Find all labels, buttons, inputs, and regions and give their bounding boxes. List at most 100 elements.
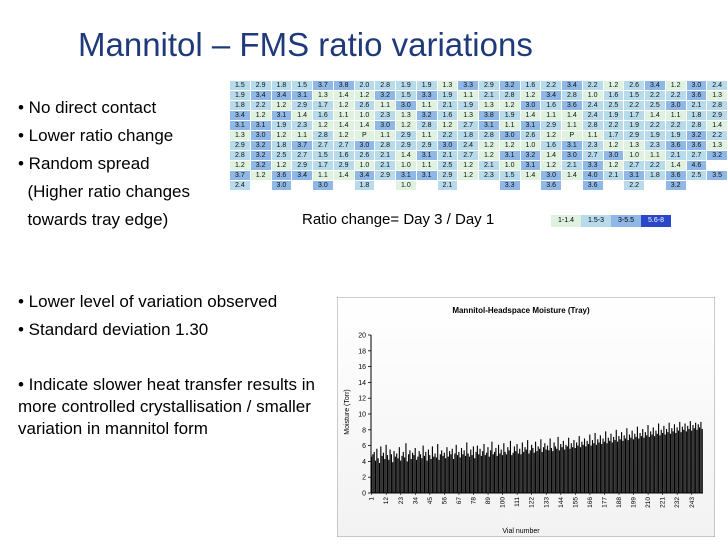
moisture-bar [521, 442, 523, 493]
ratio-cell: 1.4 [291, 110, 313, 121]
moisture-bar [672, 431, 674, 493]
moisture-bar [512, 452, 514, 493]
y-tick-label: 4 [362, 459, 366, 466]
moisture-bar [668, 422, 670, 493]
ratio-cell: 1.3 [229, 130, 251, 141]
moisture-bar [438, 459, 440, 493]
ratio-cell: 2.1 [436, 100, 459, 111]
ratio-cell: 2.1 [478, 160, 500, 171]
moisture-bar [410, 459, 412, 493]
ratio-cell: 3.2 [519, 150, 542, 161]
moisture-bar [572, 447, 574, 493]
ratio-cell: 3.4 [270, 90, 293, 101]
x-tick-label: 89 [485, 497, 492, 505]
moisture-bar [538, 448, 541, 493]
ratio-cell: 1.4 [519, 170, 542, 181]
moisture-bar [390, 454, 392, 493]
moisture-chart: Mannitol-Headspace Moisture (Tray) 0 2 4 6 8… [336, 296, 716, 542]
ratio-cell: 1.4 [353, 120, 376, 131]
ratio-cell: 2.1 [664, 150, 687, 161]
ratio-cell: 2.5 [436, 160, 459, 171]
y-tick-label: 18 [358, 348, 366, 355]
moisture-bar [499, 453, 501, 493]
ratio-cell: 1.9 [270, 120, 293, 131]
ratio-cell: 3.2 [249, 140, 272, 151]
moisture-bar [568, 437, 570, 493]
ratio-cell: 1.8 [685, 110, 708, 121]
moisture-bar [664, 434, 666, 493]
moisture-bar [393, 451, 395, 493]
ratio-cell: 3.0 [312, 180, 334, 191]
moisture-bar [561, 447, 563, 493]
moisture-bar [654, 436, 656, 493]
moisture-bar [495, 447, 497, 493]
ratio-cell: 2.4 [229, 180, 251, 191]
moisture-bar [402, 451, 404, 493]
moisture-bar [620, 432, 623, 493]
ratio-cell [706, 160, 728, 171]
ratio-cell [561, 180, 583, 191]
ratio-row: 2.9 3.2 1.8 3.7 2.7 2.7 3.0 2.8 2.9 2.9 3.0 2.4 1.2 1… [229, 140, 728, 151]
moisture-bar [611, 442, 613, 493]
moisture-bar [632, 439, 635, 493]
ratio-cell: 1.7 [623, 110, 645, 121]
moisture-bar [507, 447, 509, 493]
ratio-cell: 2.8 [581, 120, 604, 131]
ratio-row: 1.9 3.4 3.4 3.1 1.3 1.4 1.2 3.2 1.5 3.3 1.9 1.1 2.1 2… [229, 90, 728, 101]
ratio-cell: 1.2 [664, 80, 687, 91]
moisture-bar [631, 430, 633, 493]
moisture-bar [578, 436, 580, 493]
ratio-cell: 1.2 [602, 160, 625, 171]
ratio-cell [374, 180, 396, 191]
moisture-bar [658, 423, 660, 493]
ratio-cell: 1.7 [312, 100, 334, 111]
ratio-cell: 3.0 [498, 130, 521, 141]
ratio-cell: 1.4 [332, 120, 355, 131]
ratio-cell: 3.1 [519, 120, 542, 131]
moisture-bar [455, 444, 457, 493]
ratio-cell: 2.3 [581, 140, 604, 151]
y-tick-label: 10 [358, 412, 366, 419]
moisture-bar [587, 444, 590, 493]
moisture-bar [382, 452, 385, 493]
ratio-cell: 3.1 [270, 110, 293, 121]
moisture-bar [388, 459, 390, 493]
moisture-bar [638, 438, 640, 493]
y-tick-label: 0 [362, 491, 366, 498]
moisture-bar [549, 438, 551, 493]
moisture-bar [565, 444, 567, 493]
moisture-bar [532, 447, 534, 493]
ratio-cell: 1.2 [457, 170, 479, 181]
moisture-bar [624, 438, 627, 493]
moisture-bar [680, 432, 682, 493]
moisture-bar [590, 445, 592, 493]
y-tick-label: 14 [358, 380, 366, 387]
y-tick-label: 20 [358, 333, 366, 340]
moisture-bar [372, 454, 374, 493]
ratio-cell: 3.6 [664, 140, 687, 151]
moisture-bar [665, 429, 668, 493]
moisture-bar [377, 458, 379, 493]
ratio-cell: 2.2 [436, 130, 459, 141]
ratio-cell: 3.3 [498, 180, 521, 191]
moisture-bar [579, 447, 582, 493]
ratio-cell: 1.2 [519, 90, 542, 101]
x-tick-label: 67 [456, 497, 463, 505]
ratio-cell: 3.6 [685, 140, 708, 151]
ratio-cell: 2.2 [249, 100, 272, 111]
moisture-bar [505, 454, 508, 493]
ratio-cell: 3.0 [353, 140, 376, 151]
ratio-row: 1.3 3.0 1.2 1.1 2.8 1.2 P 1.1 2.9 1.1 2.2 1.8 2.8 3.0… [229, 130, 728, 141]
ratio-cell: 2.4 [457, 140, 479, 151]
moisture-bar [663, 425, 665, 493]
ratio-cell: 1.5 [312, 150, 334, 161]
moisture-bar [651, 434, 653, 493]
moisture-bar [409, 450, 411, 493]
ratio-cell: 1.2 [270, 130, 293, 141]
moisture-bar [490, 450, 492, 493]
ratio-cell: 3.1 [498, 150, 521, 161]
ratio-cell: 2.4 [581, 110, 604, 121]
moisture-bar [691, 430, 693, 493]
ratio-cell: 3.2 [374, 90, 396, 101]
ratio-cell: 2.9 [395, 140, 417, 151]
